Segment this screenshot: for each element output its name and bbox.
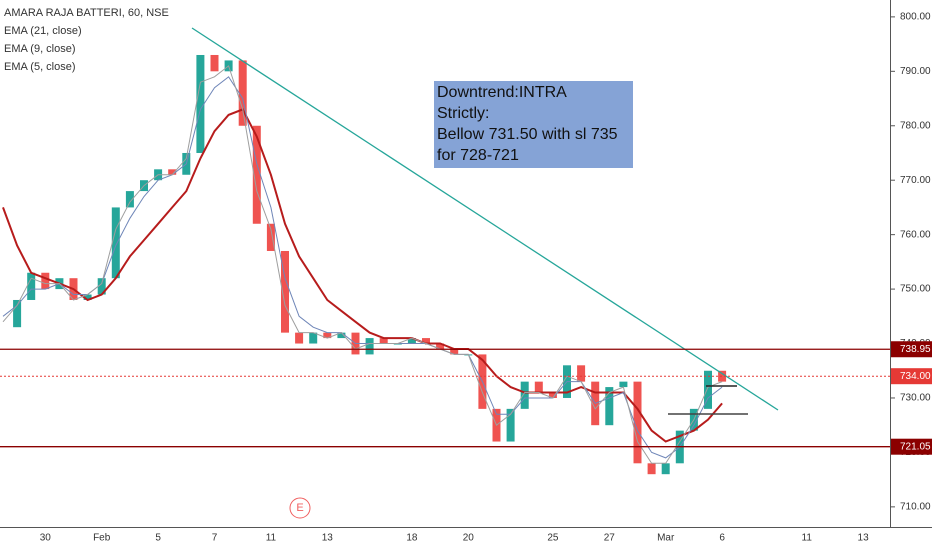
legend-entry: EMA (21, close) <box>4 25 82 37</box>
x-tick-label: 5 <box>155 533 161 544</box>
level-label-box <box>891 438 932 455</box>
candle <box>619 381 628 388</box>
candle <box>704 370 712 409</box>
x-tick-label: 11 <box>802 533 813 544</box>
x-tick-label: 7 <box>212 533 218 544</box>
candle <box>393 343 402 345</box>
y-tick-label: 730.00 <box>900 393 931 404</box>
candle <box>83 294 92 300</box>
candle <box>548 392 557 398</box>
candle <box>407 338 416 344</box>
candle <box>309 332 318 344</box>
level-label-box <box>891 341 932 358</box>
y-tick-label: 770.00 <box>900 175 931 186</box>
candle <box>450 348 459 355</box>
y-tick-label: 710.00 <box>900 501 931 512</box>
legend-entry: EMA (9, close) <box>4 43 76 55</box>
candle <box>365 338 374 355</box>
event-label: E <box>296 502 303 514</box>
x-tick-label: 27 <box>604 533 616 544</box>
level-label: 738.95 <box>900 344 931 355</box>
trend-line <box>191 27 779 411</box>
level-label: 721.05 <box>900 441 931 452</box>
candle <box>111 207 120 279</box>
y-tick-label: 800.00 <box>900 12 931 23</box>
candle <box>196 54 205 153</box>
legend-entry: EMA (5, close) <box>4 61 76 73</box>
y-tick-label: 750.00 <box>900 284 931 295</box>
candle <box>379 338 388 344</box>
candle <box>520 381 529 409</box>
candle <box>718 370 727 382</box>
candle <box>661 463 670 475</box>
plot-area <box>2 54 727 475</box>
x-tick-label: 20 <box>463 533 475 544</box>
candle <box>633 381 642 464</box>
x-tick-label: 13 <box>858 533 870 544</box>
x-tick-label: Feb <box>93 533 111 544</box>
candle <box>436 343 445 349</box>
candle <box>27 272 36 300</box>
annotation-line: Bellow 731.50 with sl 735 <box>437 126 618 143</box>
x-tick-label: 30 <box>40 533 52 544</box>
candle <box>238 60 247 126</box>
annotation-line: for 728-721 <box>437 147 519 164</box>
candle <box>210 54 219 72</box>
candle <box>266 223 275 251</box>
candle <box>506 408 515 442</box>
candle <box>41 272 50 290</box>
candle <box>647 463 656 475</box>
candle <box>534 381 543 393</box>
chart-title: AMARA RAJA BATTERI, 60, NSE <box>4 7 169 19</box>
level-label: 734.00 <box>900 371 931 382</box>
x-tick-label: 13 <box>322 533 334 544</box>
candle <box>97 278 106 295</box>
annotation-line: Strictly: <box>437 105 489 122</box>
candle <box>13 299 22 328</box>
annotation-line: Downtrend:INTRA <box>437 84 567 101</box>
ema-line <box>2 108 723 443</box>
x-tick-label: Mar <box>657 533 675 544</box>
x-tick-label: 18 <box>406 533 418 544</box>
candle <box>323 332 332 339</box>
y-tick-label: 790.00 <box>900 66 931 77</box>
event-marker[interactable] <box>289 497 311 519</box>
x-tick-label: 6 <box>719 533 725 544</box>
candle <box>125 191 134 208</box>
candle <box>168 169 177 175</box>
x-tick-label: 25 <box>547 533 559 544</box>
candle <box>337 332 346 339</box>
annotation-box <box>434 81 633 168</box>
candle <box>252 125 261 224</box>
x-tick-label: 11 <box>266 533 277 544</box>
candle <box>422 338 430 344</box>
candle <box>281 250 289 333</box>
candle <box>577 365 586 382</box>
candle <box>605 387 614 426</box>
y-tick-label: 760.00 <box>900 229 931 240</box>
ema-line <box>2 65 723 464</box>
candle <box>295 332 304 344</box>
y-tick-label: 780.00 <box>900 120 931 131</box>
level-label-box <box>891 368 932 385</box>
